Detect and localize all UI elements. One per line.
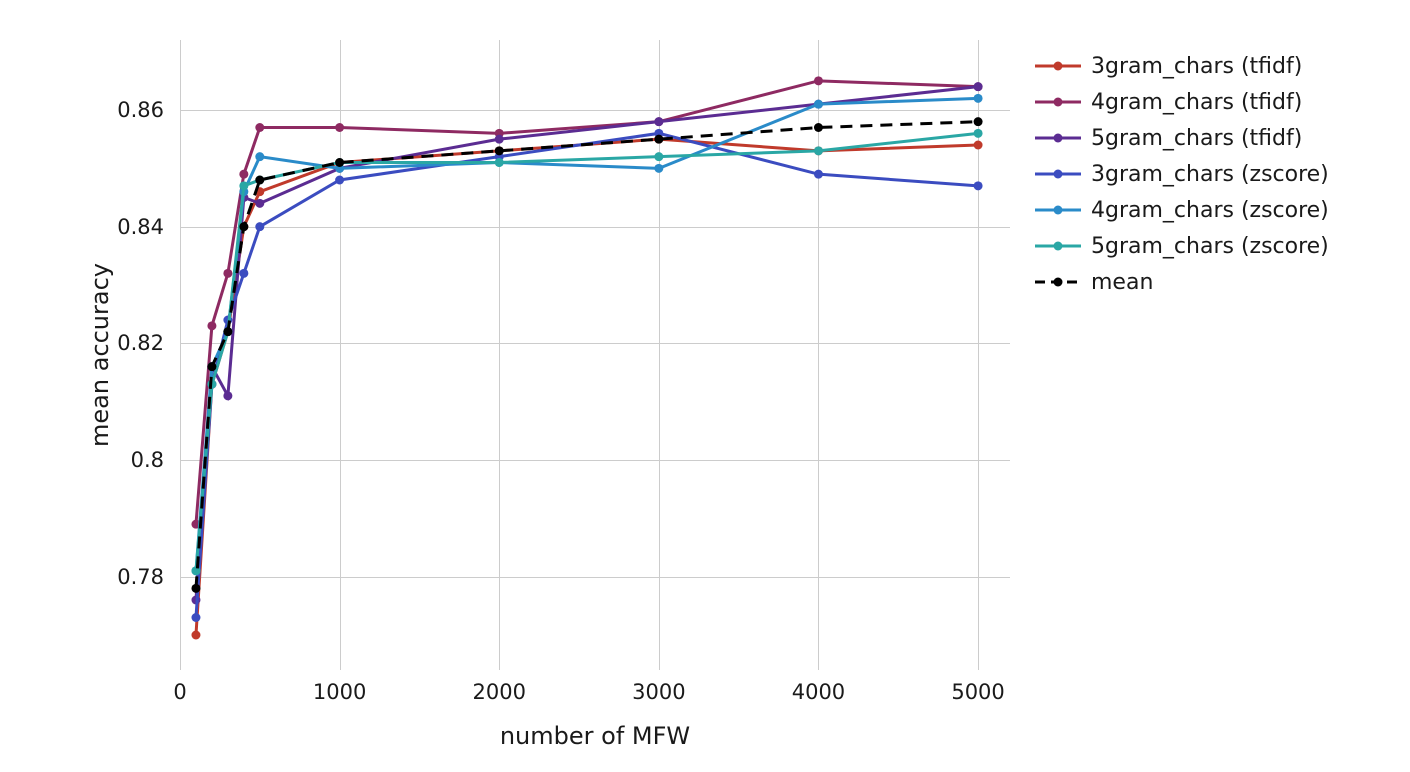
y-tick-label: 0.82: [117, 331, 164, 355]
series-marker: [654, 164, 663, 173]
series-marker: [335, 176, 344, 185]
series-marker: [255, 176, 264, 185]
legend-item: 4gram_chars (tfidf): [1035, 88, 1329, 116]
legend-swatch: [1035, 91, 1081, 113]
series-marker: [335, 158, 344, 167]
y-tick-label: 0.78: [117, 565, 164, 589]
series-marker: [255, 152, 264, 161]
series-marker: [974, 141, 983, 150]
series-line: [196, 122, 978, 589]
series-line: [196, 139, 978, 635]
series-marker: [191, 613, 200, 622]
legend-label: 3gram_chars (zscore): [1091, 162, 1329, 187]
line-series-svg: [180, 40, 1010, 670]
series-marker: [814, 146, 823, 155]
legend-item: 3gram_chars (tfidf): [1035, 52, 1329, 80]
x-tick-label: 5000: [951, 680, 1004, 704]
series-marker: [974, 94, 983, 103]
legend-swatch: [1035, 127, 1081, 149]
plot-area: 010002000300040005000 0.780.80.820.840.8…: [180, 40, 1010, 670]
legend-label: mean: [1091, 270, 1153, 295]
legend-item: 3gram_chars (zscore): [1035, 160, 1329, 188]
series-marker: [974, 117, 983, 126]
series-marker: [239, 269, 248, 278]
legend-item: 5gram_chars (tfidf): [1035, 124, 1329, 152]
x-axis-title: number of MFW: [500, 722, 690, 750]
legend-dot-icon: [1054, 242, 1063, 251]
legend-swatch: [1035, 235, 1081, 257]
legend-dot-icon: [1054, 134, 1063, 143]
series-marker: [814, 170, 823, 179]
legend-dot-icon: [1054, 206, 1063, 215]
series-marker: [495, 158, 504, 167]
series-marker: [495, 146, 504, 155]
legend-swatch: [1035, 55, 1081, 77]
series-marker: [814, 100, 823, 109]
legend-dot-icon: [1054, 62, 1063, 71]
series-marker: [223, 327, 232, 336]
x-tick-label: 0: [173, 680, 186, 704]
legend-item: mean: [1035, 268, 1329, 296]
legend-dot-icon: [1054, 278, 1063, 287]
x-tick-label: 1000: [313, 680, 366, 704]
series-marker: [223, 269, 232, 278]
series-marker: [654, 152, 663, 161]
y-tick-label: 0.86: [117, 98, 164, 122]
series-marker: [974, 82, 983, 91]
legend-label: 4gram_chars (zscore): [1091, 198, 1329, 223]
x-tick-label: 2000: [472, 680, 525, 704]
chart-container: 0 1000 2000 3000 4000 5000 0.78 0.8 0.82 0.84 0.8…: [50, 20, 1390, 752]
series-marker: [191, 631, 200, 640]
series-marker: [974, 181, 983, 190]
legend-item: 4gram_chars (zscore): [1035, 196, 1329, 224]
y-tick-label: 0.8: [131, 448, 164, 472]
y-axis-title: mean accuracy: [86, 263, 114, 447]
legend-item: 5gram_chars (zscore): [1035, 232, 1329, 260]
x-tick-label: 4000: [792, 680, 845, 704]
series-marker: [974, 129, 983, 138]
x-tick-label: 3000: [632, 680, 685, 704]
series-marker: [207, 362, 216, 371]
series-marker: [191, 584, 200, 593]
legend-label: 4gram_chars (tfidf): [1091, 90, 1302, 115]
legend-dot-icon: [1054, 170, 1063, 179]
legend-swatch: [1035, 199, 1081, 221]
legend-swatch: [1035, 271, 1081, 293]
series-marker: [207, 321, 216, 330]
series-marker: [223, 391, 232, 400]
legend-swatch: [1035, 163, 1081, 185]
legend: 3gram_chars (tfidf) 4gram_chars (tfidf) 5g…: [1035, 52, 1329, 304]
legend-dot-icon: [1054, 98, 1063, 107]
series-marker: [255, 123, 264, 132]
series-marker: [654, 117, 663, 126]
series-marker: [654, 135, 663, 144]
legend-label: 3gram_chars (tfidf): [1091, 54, 1302, 79]
series-line: [196, 133, 978, 617]
series-marker: [255, 222, 264, 231]
legend-label: 5gram_chars (tfidf): [1091, 126, 1302, 151]
legend-label: 5gram_chars (zscore): [1091, 234, 1329, 259]
series-marker: [335, 123, 344, 132]
series-line: [196, 133, 978, 570]
series-marker: [814, 123, 823, 132]
series-marker: [239, 222, 248, 231]
series-marker: [495, 135, 504, 144]
y-tick-label: 0.84: [117, 215, 164, 239]
series-marker: [255, 199, 264, 208]
series-marker: [239, 170, 248, 179]
series-marker: [814, 76, 823, 85]
series-marker: [239, 181, 248, 190]
